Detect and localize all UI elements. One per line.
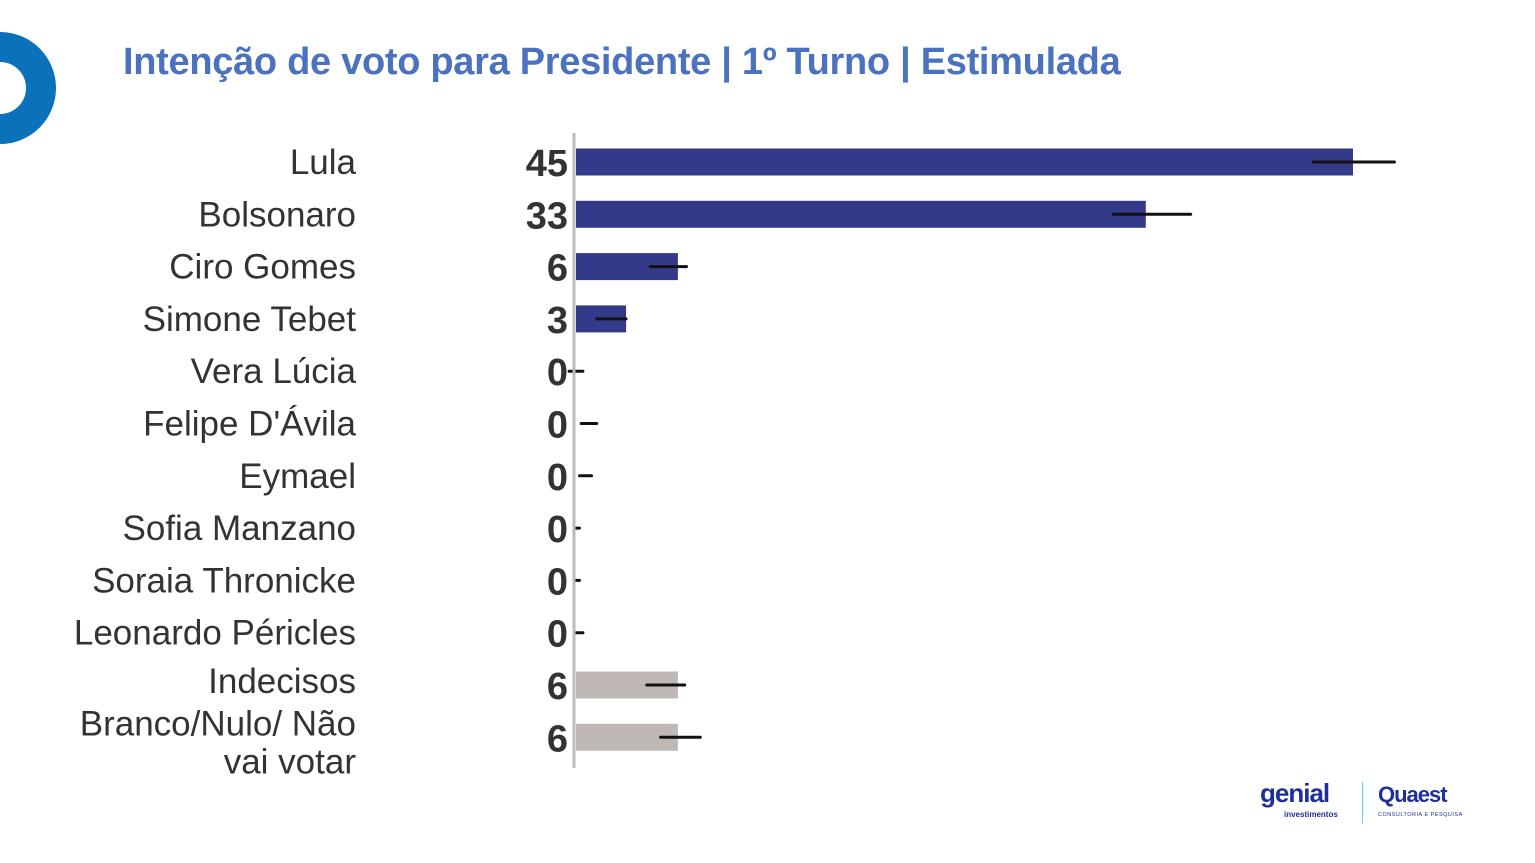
category-label: Vera Lúcia [191, 352, 357, 391]
value-label: 33 [526, 195, 568, 237]
logos: genial investimentos Quaest CONSULTORIA … [1258, 778, 1462, 828]
genial-logo-sub: investimentos [1284, 810, 1338, 819]
value-label: 0 [547, 561, 568, 603]
bar [576, 200, 1146, 228]
value-label: 0 [547, 614, 568, 656]
decorative-ring-icon [0, 32, 56, 144]
chart-title: Intenção de voto para Presidente | 1º Tu… [123, 41, 1121, 83]
category-label: Soraia Thronicke [92, 561, 356, 600]
value-label: 6 [547, 248, 568, 290]
bar [576, 148, 1353, 176]
value-label: 0 [547, 509, 568, 551]
logo-divider [1362, 782, 1363, 824]
value-label: 0 [547, 405, 568, 447]
value-label: 6 [547, 718, 568, 760]
category-label: Leonardo Péricles [74, 614, 356, 653]
category-label: Indecisos [208, 662, 356, 701]
category-label: Ciro Gomes [169, 248, 356, 287]
category-label: Bolsonaro [198, 195, 356, 234]
quaest-logo: Quaest [1378, 782, 1448, 807]
category-label: Simone Tebet [143, 300, 357, 339]
category-label: Branco/Nulo/ Não vai votar [80, 704, 357, 781]
category-label: Eymael [239, 457, 356, 496]
value-label: 6 [547, 666, 568, 708]
category-label: Lula [290, 143, 357, 182]
genial-logo: genial [1260, 778, 1330, 808]
value-label: 0 [547, 352, 568, 394]
value-label: 45 [526, 143, 568, 185]
category-label: Felipe D'Ávila [143, 405, 356, 444]
quaest-logo-sub: CONSULTORIA E PESQUISA [1378, 812, 1463, 818]
value-label: 3 [547, 300, 568, 342]
category-label: Sofia Manzano [123, 509, 356, 548]
value-label: 0 [547, 457, 568, 499]
